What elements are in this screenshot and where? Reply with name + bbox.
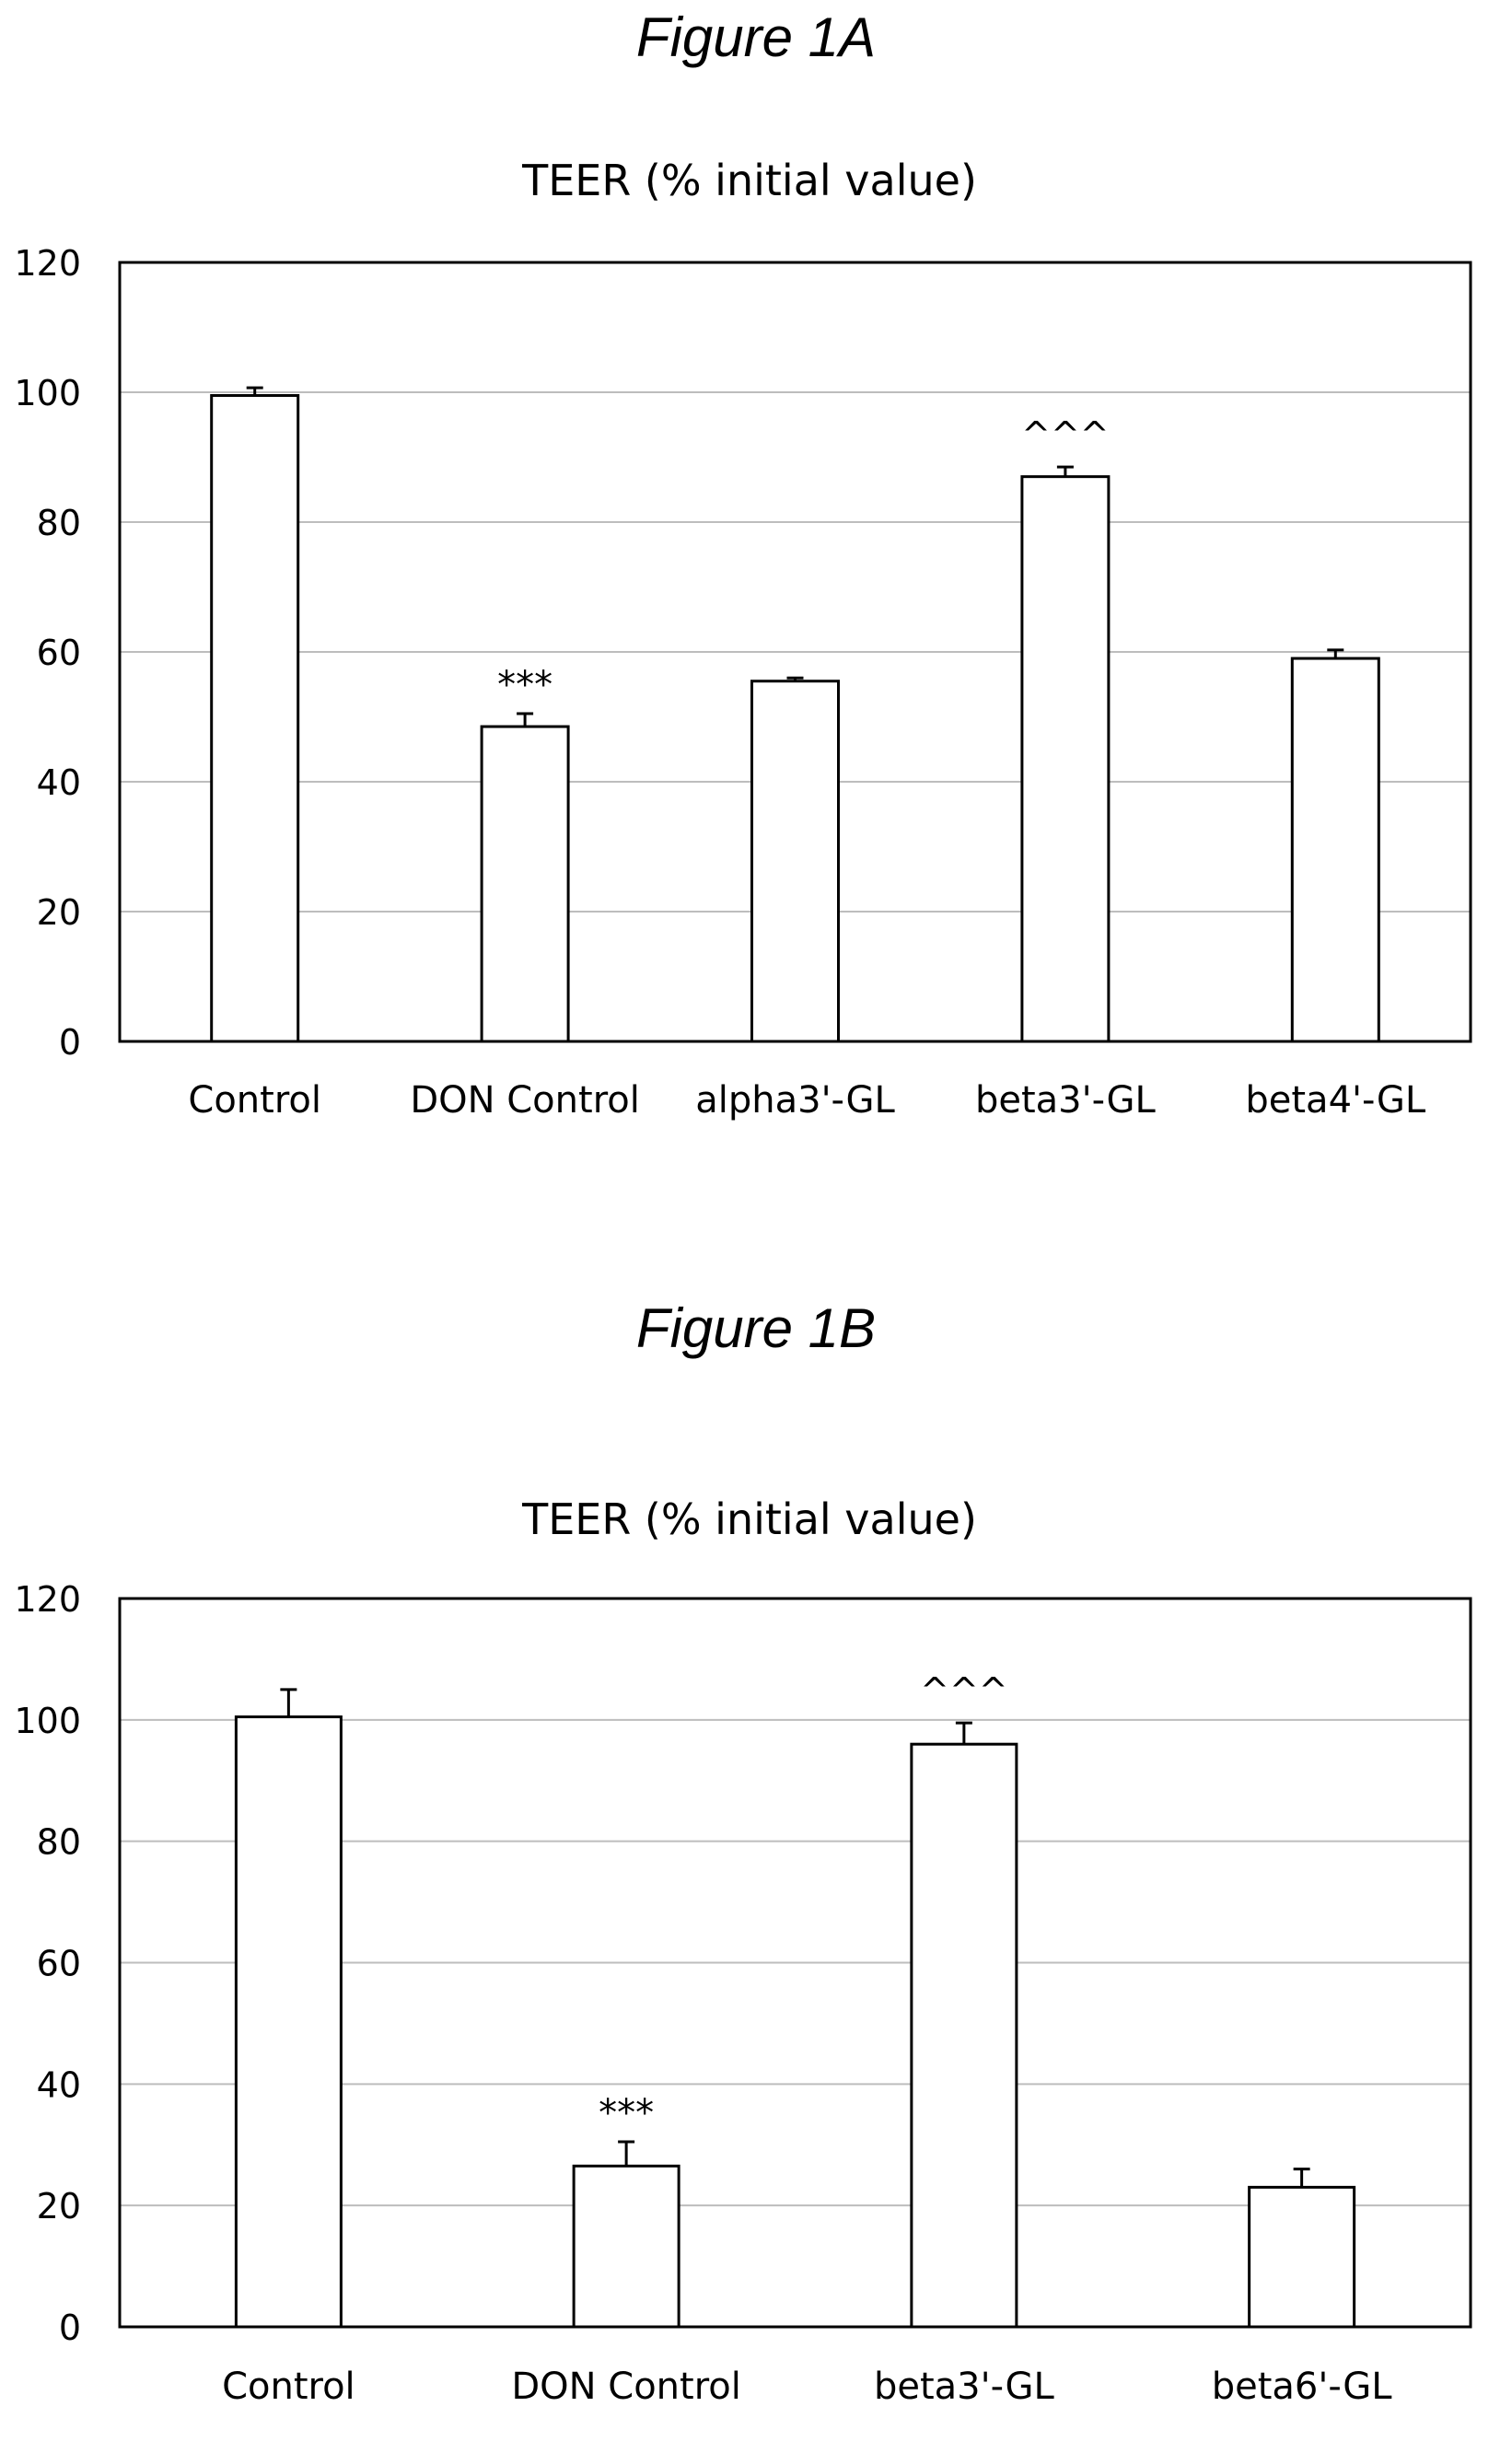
fig1a-y-tick-label: 40 xyxy=(37,762,81,803)
fig1b-y-tick-label: 20 xyxy=(37,2186,81,2226)
fig1b-y-tick-label: 40 xyxy=(37,2064,81,2105)
fig1a-category-label: Control xyxy=(188,1079,321,1122)
fig1b-y-tick-label: 100 xyxy=(14,1701,81,1741)
fig1a-bar xyxy=(750,680,840,1043)
fig1b-bar xyxy=(234,1715,343,2329)
fig1a-y-tick-label: 80 xyxy=(37,503,81,543)
fig1b-category-label: beta3'-GL xyxy=(874,2366,1055,2408)
fig1b-bar xyxy=(1248,2185,1356,2329)
fig1a-bar xyxy=(210,394,300,1043)
fig1a-category-label: DON Control xyxy=(410,1079,640,1122)
fig1b-bar xyxy=(572,2164,680,2329)
fig1b-y-tick-label: 0 xyxy=(59,2308,81,2348)
fig1b-significance-label: ^^^ xyxy=(920,1670,1008,1711)
bar-chart-1a: TEER (% initial value) 0 20 40 60 80 100 120 Con… xyxy=(14,156,1472,1122)
fig1b-y-tick-label: 120 xyxy=(14,1579,81,1620)
fig1a-chart-title: TEER (% initial value) xyxy=(521,156,977,205)
figure-1b-title: Figure 1B xyxy=(635,1297,877,1359)
figure-1a-title: Figure 1A xyxy=(635,6,877,68)
fig1a-significance-label: *** xyxy=(497,664,552,706)
fig1a-category-label: beta4'-GL xyxy=(1245,1079,1426,1122)
fig1a-bar xyxy=(480,725,570,1043)
fig1b-significance-label: *** xyxy=(599,2092,654,2134)
fig1b-plot-area xyxy=(118,1597,1472,2329)
bar-chart-1b: TEER (% initial value) 0 20 40 60 80 100 120 Con… xyxy=(14,1497,1472,2408)
fig1a-y-tick-label: 60 xyxy=(37,633,81,673)
fig1b-bar xyxy=(910,1742,1018,2329)
fig1a-significance-label: ^^^ xyxy=(1021,414,1110,455)
fig1b-category-label: Control xyxy=(222,2366,355,2408)
fig1a-y-tick-label: 0 xyxy=(59,1022,81,1063)
fig1b-category-label: beta6'-GL xyxy=(1212,2366,1393,2408)
fig1a-bar xyxy=(1290,657,1380,1043)
fig1b-y-tick-label: 60 xyxy=(37,1944,81,1984)
fig1b-chart-title: TEER (% initial value) xyxy=(521,1497,977,1544)
fig1a-y-tick-label: 20 xyxy=(37,892,81,933)
fig1a-category-label: beta3'-GL xyxy=(975,1079,1157,1122)
fig1b-y-tick-label: 80 xyxy=(37,1822,81,1863)
fig1a-y-tick-label: 100 xyxy=(14,373,81,413)
fig1a-bar xyxy=(1020,475,1111,1043)
fig1a-category-label: alpha3'-GL xyxy=(695,1079,895,1122)
fig1b-category-label: DON Control xyxy=(511,2366,741,2408)
fig1a-y-tick-label: 120 xyxy=(14,243,81,284)
